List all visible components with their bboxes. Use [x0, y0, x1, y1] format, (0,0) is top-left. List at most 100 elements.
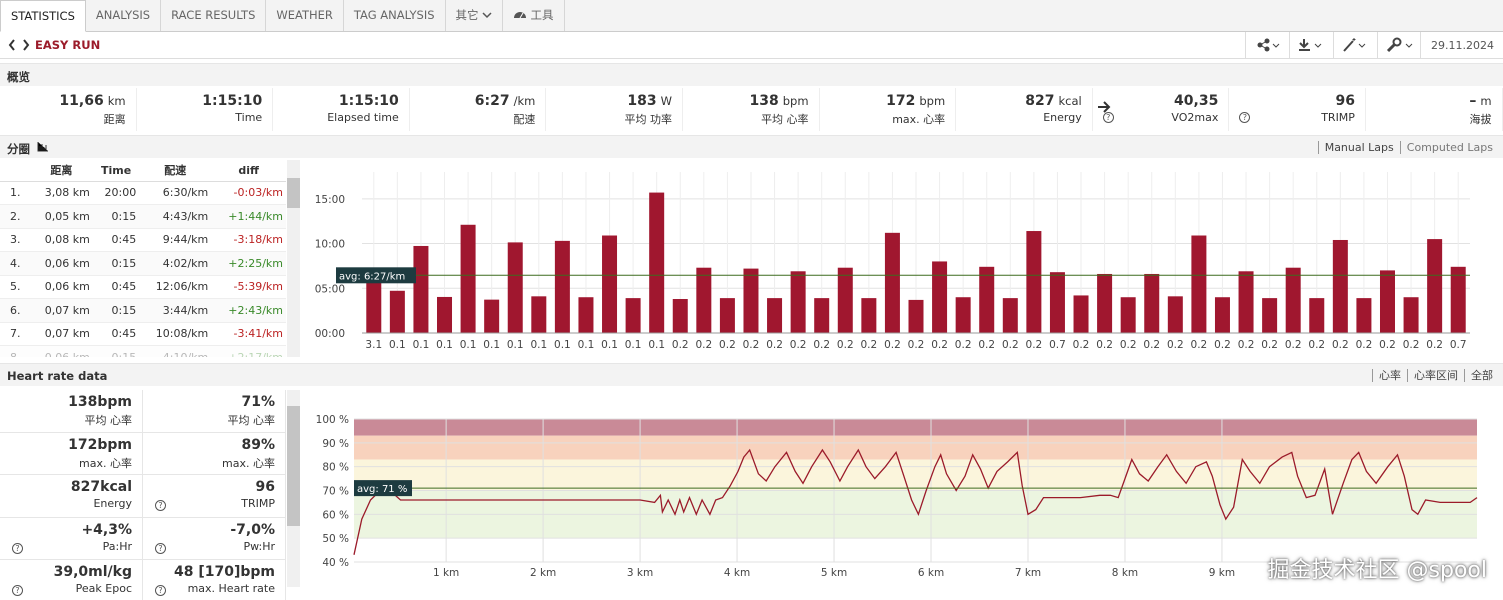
help-icon[interactable]: ?: [1102, 112, 1114, 123]
lap-row[interactable]: 7. 0,07 km 0:45 10:08/km -3:41/km: [0, 322, 286, 346]
lap-row[interactable]: 3. 0,08 km 0:45 9:44/km -3:18/km: [0, 228, 286, 252]
lap-mode[interactable]: Manual Laps: [1317, 141, 1400, 154]
arrow-icon[interactable]: [1097, 101, 1111, 113]
tab[interactable]: ANALYSIS: [86, 0, 162, 31]
help-icon[interactable]: ?: [1239, 112, 1251, 123]
bar[interactable]: [1167, 296, 1183, 333]
y-tick-label: 80 %: [322, 462, 349, 474]
bar[interactable]: [602, 235, 618, 333]
bar[interactable]: [531, 296, 547, 333]
bar[interactable]: [484, 299, 500, 333]
bar[interactable]: [1120, 297, 1136, 333]
bar[interactable]: [1097, 273, 1113, 333]
unit: %: [117, 521, 132, 538]
share-button[interactable]: [1245, 32, 1289, 59]
bar[interactable]: [1073, 295, 1089, 333]
tab[interactable]: 其它: [446, 0, 503, 31]
lap-row[interactable]: 5. 0,06 km 0:45 12:06/km -5:39/km: [0, 275, 286, 299]
help-icon[interactable]: ?: [12, 585, 23, 596]
table: 距离 Time 配速 diff 1. 3,08 km 20:00 6:30/km -0:03/k…: [0, 160, 286, 357]
tab[interactable]: TAG ANALYSIS: [344, 0, 446, 31]
magic-button[interactable]: [1333, 32, 1377, 59]
section-title: Heart rate data: [7, 369, 108, 383]
x-tick-label: 0.1: [460, 339, 477, 351]
bar[interactable]: [1356, 298, 1372, 333]
download-button[interactable]: [1289, 32, 1333, 59]
bar[interactable]: [1332, 239, 1348, 333]
bar[interactable]: [790, 271, 806, 333]
lap-row[interactable]: 4. 0,06 km 0:15 4:02/km +2:25/km: [0, 251, 286, 276]
watermark: 掘金技术社区 @spool: [1267, 558, 1487, 583]
bar[interactable]: [932, 261, 948, 333]
bar[interactable]: [366, 274, 382, 333]
lap-row[interactable]: 2. 0,05 km 0:15 4:43/km +1:44/km: [0, 204, 286, 229]
bar[interactable]: [1002, 298, 1018, 333]
bar[interactable]: [884, 232, 900, 333]
x-tick-label: 0.2: [1026, 339, 1043, 351]
bar[interactable]: [1026, 231, 1042, 333]
x-tick-label: 0.2: [1285, 339, 1302, 351]
bar[interactable]: [743, 268, 759, 333]
bar[interactable]: [578, 297, 594, 333]
help-icon[interactable]: ?: [12, 542, 23, 554]
help-icon[interactable]: ?: [155, 542, 166, 554]
chart-icon[interactable]: [37, 142, 48, 152]
lap-mode[interactable]: Computed Laps: [1399, 141, 1499, 154]
tab[interactable]: WEATHER: [266, 0, 344, 31]
bar[interactable]: [649, 192, 665, 333]
bar[interactable]: [1262, 298, 1278, 333]
tab[interactable]: STATISTICS: [0, 0, 86, 32]
help-icon[interactable]: ?: [155, 585, 166, 596]
bar[interactable]: [413, 245, 429, 333]
hr-view[interactable]: 全部: [1464, 369, 1499, 382]
x-tick-label: 0.2: [1120, 339, 1137, 351]
bar[interactable]: [554, 240, 570, 333]
bar[interactable]: [719, 298, 735, 333]
bar[interactable]: [1238, 271, 1254, 333]
bar[interactable]: [1285, 267, 1301, 333]
header-cell: 配速: [139, 160, 212, 182]
bar[interactable]: [1309, 298, 1325, 333]
bar[interactable]: [979, 266, 995, 333]
bar[interactable]: [1403, 297, 1419, 333]
bar[interactable]: [625, 298, 641, 333]
hr-view[interactable]: 心率区间: [1407, 369, 1464, 382]
bar[interactable]: [1450, 266, 1466, 333]
scrollbar[interactable]: [287, 390, 300, 587]
average-label-bg: [336, 267, 416, 284]
bar[interactable]: [672, 299, 688, 333]
bar[interactable]: [1049, 272, 1065, 333]
bar[interactable]: [837, 267, 853, 333]
hr-zone: [354, 435, 1477, 460]
bar[interactable]: [1214, 297, 1230, 333]
bar[interactable]: [389, 290, 405, 333]
prev-next-arrows[interactable]: [8, 39, 32, 51]
tab[interactable]: 工具: [503, 0, 565, 31]
bar[interactable]: [460, 224, 476, 333]
bar[interactable]: [507, 242, 523, 333]
bar[interactable]: [1191, 235, 1207, 333]
bar[interactable]: [908, 299, 924, 333]
bar[interactable]: [1144, 273, 1160, 333]
help-icon[interactable]: ?: [155, 500, 166, 511]
lap-mode-switch: Manual Laps Computed Laps: [1317, 141, 1499, 154]
lap-row[interactable]: 8.0,06 km0:154:10/km+2:17/km: [0, 345, 286, 357]
bar[interactable]: [437, 296, 453, 333]
x-tick-label: 3.1: [365, 339, 382, 351]
bar[interactable]: [1427, 239, 1443, 333]
bar[interactable]: [696, 267, 712, 333]
lap-row[interactable]: 6. 0,07 km 0:15 3:44/km +2:43/km: [0, 298, 286, 323]
scrollbar[interactable]: [287, 160, 300, 357]
bar[interactable]: [767, 298, 783, 333]
lap-row[interactable]: 1. 3,08 km 20:00 6:30/km -0:03/km: [0, 181, 286, 205]
tab[interactable]: RACE RESULTS: [161, 0, 267, 31]
bar[interactable]: [1379, 270, 1395, 333]
bar[interactable]: [814, 298, 830, 333]
bar[interactable]: [955, 297, 971, 333]
stat-cell: – m 海拔: [1366, 88, 1503, 131]
bar[interactable]: [861, 298, 877, 333]
tools-button[interactable]: [1377, 32, 1420, 59]
stat-value: 827kcal: [71, 479, 132, 495]
stat-cell: 39,0ml/kg Peak Epoc?: [0, 560, 143, 600]
hr-view[interactable]: 心率: [1372, 369, 1407, 382]
